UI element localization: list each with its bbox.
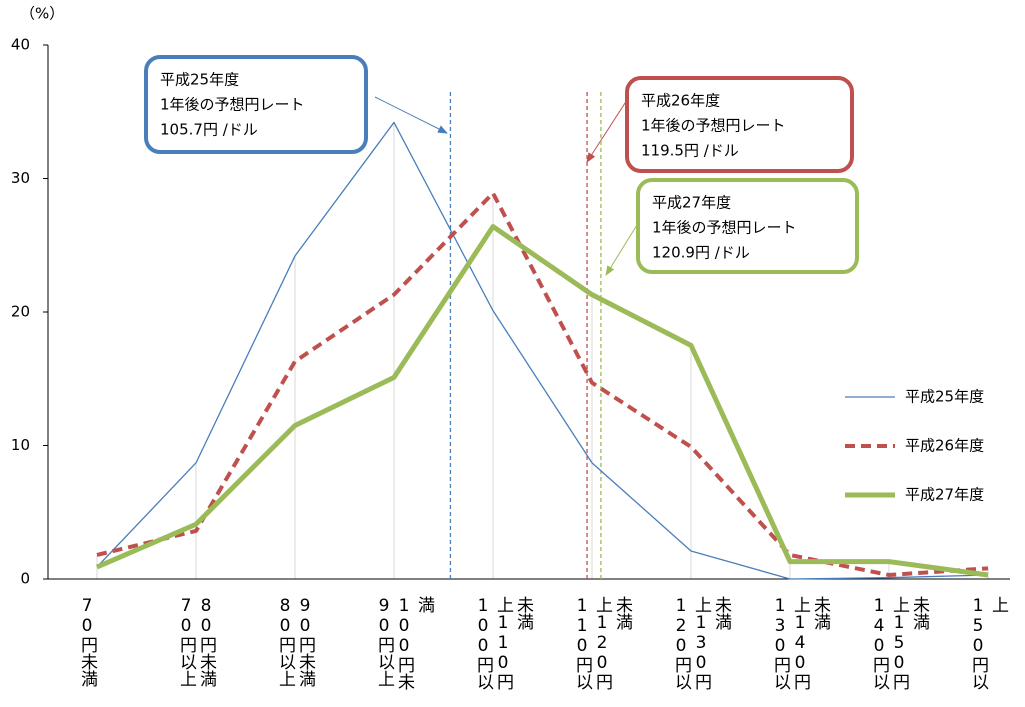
annotation-title: 平成27年度 xyxy=(652,194,731,212)
x-tick-label: 70円未満 xyxy=(77,596,97,687)
y-tick-label: 0 xyxy=(20,570,30,588)
y-tick-label: 20 xyxy=(11,303,30,321)
x-tick-label: 130円以上140円未満 xyxy=(770,596,830,690)
annotation-arrow xyxy=(605,224,638,276)
series-line xyxy=(96,224,989,578)
legend-label: 平成26年度 xyxy=(905,437,984,455)
x-tick-label: 80円以上90円未満 xyxy=(275,596,315,687)
annotation-box xyxy=(625,76,854,173)
y-tick-label: 30 xyxy=(11,169,30,187)
x-tick-label: 70円以上80円未満 xyxy=(176,596,216,687)
x-tick-label: 110円以上120円未満 xyxy=(572,596,632,690)
x-tick-label: 90円以上100円未満 xyxy=(374,596,434,690)
annotation-rate: 105.7円 /ドル xyxy=(160,121,258,139)
annotation-text: 1年後の予想円レート xyxy=(160,96,305,114)
annotation-title: 平成26年度 xyxy=(641,92,720,110)
annotation-box xyxy=(144,55,368,154)
annotation-rate: 119.5円 /ドル xyxy=(641,142,739,160)
legend-label: 平成27年度 xyxy=(905,486,984,504)
annotation-arrow xyxy=(374,96,448,134)
x-tick-label: 150円以上 xyxy=(968,596,1008,690)
series-line xyxy=(96,121,989,580)
annotation-arrow xyxy=(586,99,628,163)
y-tick-label: 10 xyxy=(11,436,30,454)
legend-label: 平成25年度 xyxy=(905,388,984,406)
annotation-title: 平成25年度 xyxy=(160,71,239,89)
x-tick-label: 100円以上110円未満 xyxy=(473,596,533,690)
y-tick-label: 40 xyxy=(11,36,30,54)
annotation-box xyxy=(636,178,859,274)
annotation-rate: 120.9円 /ドル xyxy=(652,244,750,262)
y-unit: （%） xyxy=(20,5,64,23)
annotation-text: 1年後の予想円レート xyxy=(652,219,797,237)
annotation-text: 1年後の予想円レート xyxy=(641,117,786,135)
series-line xyxy=(96,191,989,577)
x-tick-label: 120円以上130円未満 xyxy=(671,596,731,690)
x-tick-label: 140円以上150円未満 xyxy=(869,596,929,690)
